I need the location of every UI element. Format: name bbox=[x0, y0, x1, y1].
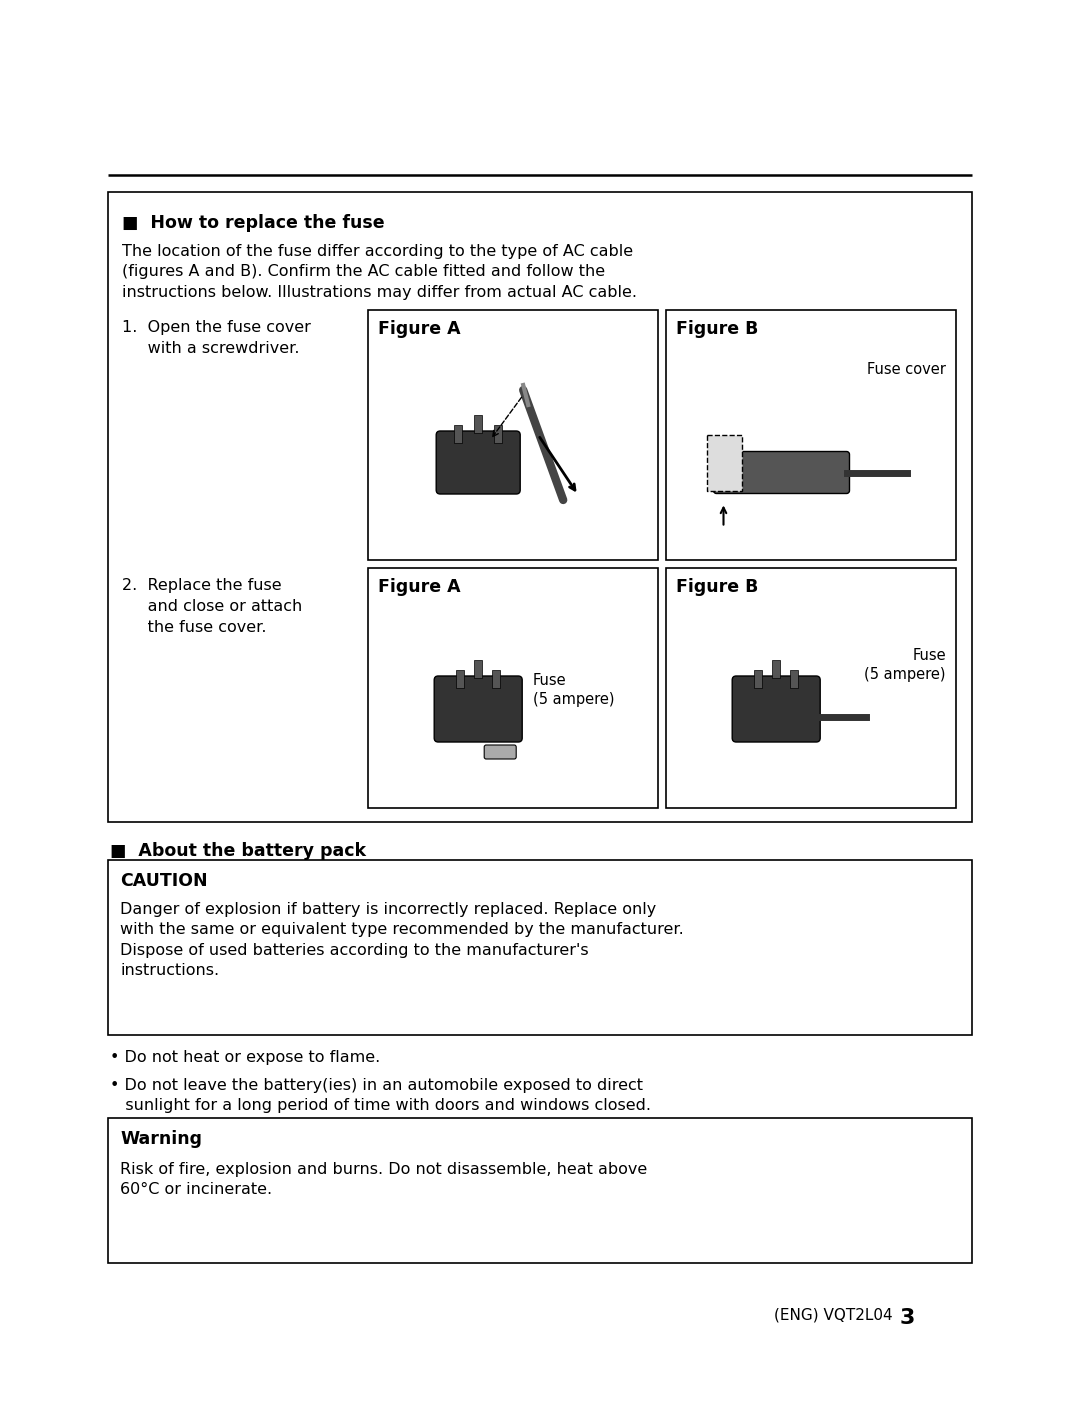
Bar bbox=[754, 670, 762, 689]
Text: Fuse
(5 ampere): Fuse (5 ampere) bbox=[534, 673, 615, 707]
Bar bbox=[456, 670, 464, 689]
Text: ■  How to replace the fuse: ■ How to replace the fuse bbox=[122, 214, 384, 232]
Bar bbox=[706, 434, 742, 491]
Bar bbox=[492, 670, 500, 689]
Bar bbox=[368, 310, 658, 560]
Bar bbox=[474, 414, 482, 433]
Text: CAUTION: CAUTION bbox=[120, 872, 207, 889]
Text: Warning: Warning bbox=[120, 1130, 202, 1148]
Text: • Do not leave the battery(ies) in an automobile exposed to direct
   sunlight f: • Do not leave the battery(ies) in an au… bbox=[110, 1077, 651, 1113]
Text: Figure A: Figure A bbox=[378, 320, 461, 338]
FancyBboxPatch shape bbox=[484, 745, 516, 759]
Bar bbox=[791, 670, 798, 689]
Bar bbox=[772, 660, 780, 677]
Text: Fuse
(5 ampere): Fuse (5 ampere) bbox=[864, 648, 946, 682]
Text: • Do not heat or expose to flame.: • Do not heat or expose to flame. bbox=[110, 1051, 380, 1065]
Bar bbox=[108, 1118, 972, 1263]
Bar bbox=[368, 568, 658, 807]
Bar bbox=[666, 568, 956, 807]
Bar bbox=[474, 660, 482, 677]
Text: 3: 3 bbox=[900, 1308, 916, 1328]
Bar bbox=[108, 192, 972, 822]
Text: Danger of explosion if battery is incorrectly replaced. Replace only
with the sa: Danger of explosion if battery is incorr… bbox=[120, 902, 684, 978]
FancyBboxPatch shape bbox=[436, 431, 521, 493]
Text: Fuse cover: Fuse cover bbox=[867, 362, 946, 378]
Text: (ENG) VQT2L04: (ENG) VQT2L04 bbox=[773, 1308, 900, 1324]
Text: The location of the fuse differ according to the type of AC cable
(figures A and: The location of the fuse differ accordin… bbox=[122, 245, 637, 300]
Text: ■  About the battery pack: ■ About the battery pack bbox=[110, 841, 366, 860]
Text: Risk of fire, explosion and burns. Do not disassemble, heat above
60°C or incine: Risk of fire, explosion and burns. Do no… bbox=[120, 1162, 647, 1198]
Bar bbox=[495, 426, 502, 443]
Text: Figure B: Figure B bbox=[676, 320, 758, 338]
Text: Figure A: Figure A bbox=[378, 578, 461, 595]
FancyBboxPatch shape bbox=[714, 451, 850, 493]
Bar bbox=[666, 310, 956, 560]
FancyBboxPatch shape bbox=[732, 676, 820, 742]
Bar bbox=[108, 860, 972, 1035]
Text: 1.  Open the fuse cover
     with a screwdriver.: 1. Open the fuse cover with a screwdrive… bbox=[122, 320, 311, 356]
Text: Figure B: Figure B bbox=[676, 578, 758, 595]
FancyBboxPatch shape bbox=[434, 676, 523, 742]
Text: 2.  Replace the fuse
     and close or attach
     the fuse cover.: 2. Replace the fuse and close or attach … bbox=[122, 578, 302, 635]
Bar bbox=[455, 426, 462, 443]
